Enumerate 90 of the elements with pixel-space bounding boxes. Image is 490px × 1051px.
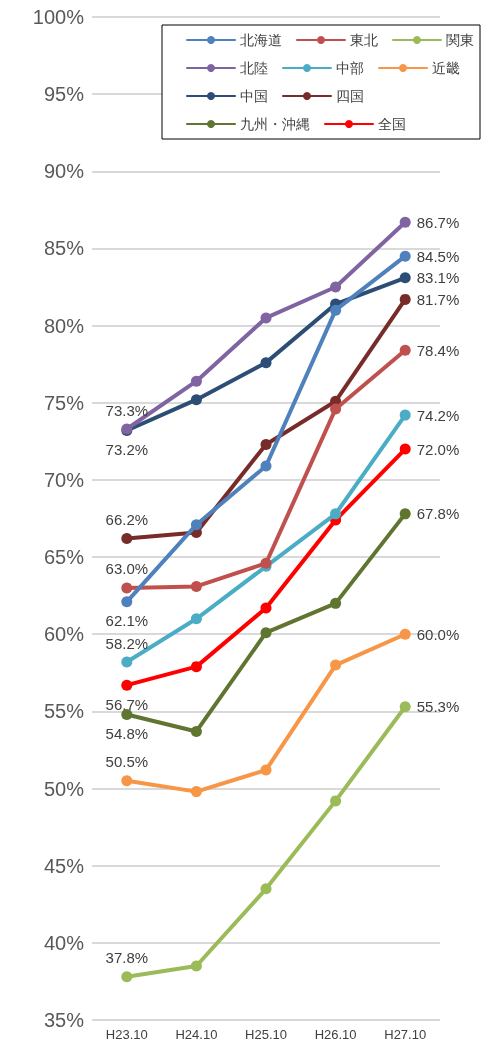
data-label: 62.1% xyxy=(105,612,149,630)
data-label: 54.8% xyxy=(105,724,149,742)
point xyxy=(399,701,411,713)
point xyxy=(260,883,272,895)
point xyxy=(121,656,133,668)
x-tick-label: H23.10 xyxy=(105,1027,148,1042)
point xyxy=(399,272,411,284)
data-label: 60.0% xyxy=(416,625,460,643)
point xyxy=(190,394,202,406)
point xyxy=(399,443,411,455)
data-label: 58.2% xyxy=(105,634,149,652)
point xyxy=(190,960,202,972)
point xyxy=(399,409,411,421)
data-label: 86.7% xyxy=(416,213,460,231)
point xyxy=(330,659,342,671)
point xyxy=(121,775,133,787)
y-tick-label: 60% xyxy=(43,623,85,646)
data-label: 73.2% xyxy=(105,441,149,459)
point xyxy=(190,725,202,737)
point xyxy=(190,580,202,592)
data-label: 37.8% xyxy=(105,949,149,967)
point xyxy=(260,460,272,472)
data-label: 55.3% xyxy=(416,698,460,716)
y-tick-label: 65% xyxy=(43,546,85,569)
point xyxy=(399,628,411,640)
point xyxy=(260,602,272,614)
point xyxy=(190,661,202,673)
point xyxy=(190,519,202,531)
point xyxy=(121,679,133,691)
legend-label: 中国 xyxy=(240,88,268,104)
x-tick-label: H27.10 xyxy=(384,1027,427,1042)
legend-label: 四国 xyxy=(336,88,364,104)
legend-label: 東北 xyxy=(350,32,378,48)
legend-label: 全国 xyxy=(378,116,406,132)
x-tick-label: H24.10 xyxy=(175,1027,218,1042)
data-label: 74.2% xyxy=(416,406,460,424)
data-label: 63.0% xyxy=(105,560,149,578)
y-tick-label: 70% xyxy=(43,468,85,491)
data-label: 78.4% xyxy=(416,341,460,359)
point xyxy=(330,403,342,415)
legend-label: 九州・沖縄 xyxy=(240,116,310,132)
point xyxy=(190,613,202,625)
point xyxy=(399,344,411,356)
data-label: 83.1% xyxy=(416,269,460,287)
y-tick-label: 40% xyxy=(43,931,85,954)
point xyxy=(330,597,342,609)
point xyxy=(330,508,342,520)
legend-label: 関東 xyxy=(446,32,474,48)
legend-label: 近畿 xyxy=(432,60,460,76)
point xyxy=(260,438,272,450)
point xyxy=(190,786,202,798)
data-label: 84.5% xyxy=(416,247,460,265)
y-tick-label: 45% xyxy=(43,854,85,877)
y-tick-label: 95% xyxy=(43,83,85,106)
y-tick-label: 35% xyxy=(43,1009,85,1031)
legend-label: 中部 xyxy=(336,60,364,76)
point xyxy=(330,795,342,807)
data-label: 72.0% xyxy=(416,440,460,458)
y-tick-label: 80% xyxy=(43,314,85,337)
point xyxy=(399,250,411,262)
point xyxy=(260,627,272,639)
y-tick-label: 100% xyxy=(32,6,85,28)
x-tick-label: H25.10 xyxy=(245,1027,287,1042)
y-tick-label: 90% xyxy=(43,160,85,183)
point xyxy=(121,971,133,983)
point xyxy=(330,281,342,293)
point xyxy=(260,764,272,776)
x-tick-label: H26.10 xyxy=(314,1027,357,1042)
point xyxy=(260,357,272,369)
point xyxy=(399,508,411,520)
y-tick-label: 75% xyxy=(43,391,85,414)
point xyxy=(399,216,411,228)
point xyxy=(330,304,342,316)
data-label: 56.7% xyxy=(105,695,149,713)
y-tick-label: 55% xyxy=(43,700,85,723)
point xyxy=(260,312,272,324)
data-label: 81.7% xyxy=(416,290,460,308)
point xyxy=(121,582,133,594)
point xyxy=(399,293,411,305)
point xyxy=(121,596,133,608)
legend-label: 北海道 xyxy=(240,32,282,48)
point xyxy=(121,533,133,545)
point xyxy=(190,375,202,387)
data-label: 73.3% xyxy=(105,401,149,419)
data-label: 67.8% xyxy=(416,505,460,523)
data-label: 66.2% xyxy=(105,511,149,529)
y-tick-label: 85% xyxy=(43,237,85,260)
legend-label: 北陸 xyxy=(240,60,268,76)
data-label: 50.5% xyxy=(105,753,149,771)
y-tick-label: 50% xyxy=(43,777,85,800)
